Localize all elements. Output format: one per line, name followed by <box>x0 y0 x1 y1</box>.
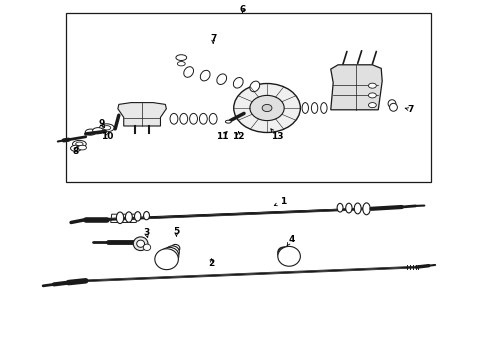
Ellipse shape <box>390 103 397 111</box>
Ellipse shape <box>312 103 318 113</box>
Ellipse shape <box>177 62 185 66</box>
Ellipse shape <box>75 142 83 146</box>
Text: 2: 2 <box>209 259 215 268</box>
Polygon shape <box>331 65 382 110</box>
Ellipse shape <box>363 203 370 215</box>
Text: 6: 6 <box>240 4 245 13</box>
Text: 8: 8 <box>73 147 79 156</box>
Ellipse shape <box>180 113 188 124</box>
Ellipse shape <box>171 244 180 252</box>
Text: 5: 5 <box>173 227 179 236</box>
Ellipse shape <box>302 103 309 113</box>
Text: 11: 11 <box>216 132 228 140</box>
Ellipse shape <box>368 83 376 88</box>
Ellipse shape <box>78 145 87 150</box>
Ellipse shape <box>320 103 327 113</box>
Ellipse shape <box>155 249 178 270</box>
Ellipse shape <box>225 120 231 123</box>
Circle shape <box>250 95 284 121</box>
Ellipse shape <box>368 93 376 98</box>
Bar <box>66 13 431 182</box>
Text: 13: 13 <box>270 132 283 140</box>
Ellipse shape <box>354 203 361 214</box>
Ellipse shape <box>143 244 151 251</box>
Text: 3: 3 <box>143 228 149 237</box>
Ellipse shape <box>85 129 96 135</box>
Ellipse shape <box>134 212 141 221</box>
Ellipse shape <box>125 212 132 222</box>
Circle shape <box>234 84 300 132</box>
Text: 4: 4 <box>288 235 295 244</box>
Text: 1: 1 <box>280 197 286 206</box>
Ellipse shape <box>166 246 179 258</box>
Text: 9: 9 <box>98 118 105 127</box>
Ellipse shape <box>170 113 178 124</box>
Ellipse shape <box>199 113 207 124</box>
Ellipse shape <box>133 237 148 251</box>
Ellipse shape <box>217 74 226 85</box>
Ellipse shape <box>233 77 243 88</box>
Ellipse shape <box>368 103 376 108</box>
Ellipse shape <box>73 140 86 148</box>
Text: 7: 7 <box>210 34 217 43</box>
Ellipse shape <box>346 203 352 213</box>
Ellipse shape <box>71 145 81 152</box>
Ellipse shape <box>388 100 396 108</box>
Ellipse shape <box>190 113 197 124</box>
Ellipse shape <box>278 247 289 257</box>
Ellipse shape <box>160 247 179 264</box>
Text: 12: 12 <box>232 132 245 140</box>
Ellipse shape <box>209 113 217 124</box>
Ellipse shape <box>176 55 187 60</box>
Ellipse shape <box>278 247 294 261</box>
Ellipse shape <box>250 81 260 92</box>
Text: 7: 7 <box>407 105 414 114</box>
Ellipse shape <box>117 212 123 224</box>
Ellipse shape <box>262 104 272 112</box>
Ellipse shape <box>200 70 210 81</box>
Ellipse shape <box>103 126 111 130</box>
Polygon shape <box>118 103 166 126</box>
Ellipse shape <box>184 67 194 77</box>
Ellipse shape <box>99 124 114 132</box>
Ellipse shape <box>137 240 145 247</box>
Ellipse shape <box>337 203 343 212</box>
Ellipse shape <box>93 128 103 134</box>
Text: 10: 10 <box>100 132 113 141</box>
Ellipse shape <box>144 211 149 220</box>
Ellipse shape <box>278 246 300 266</box>
